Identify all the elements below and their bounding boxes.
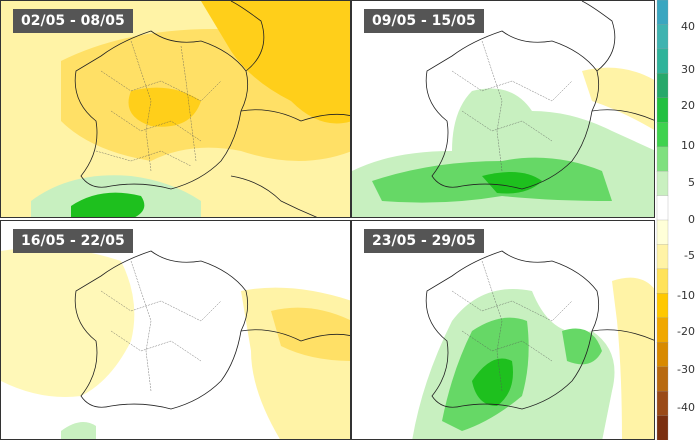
dry-mid-zone xyxy=(271,307,350,361)
country-borders xyxy=(425,1,654,190)
legend-color-bar xyxy=(656,0,669,441)
legend-tick-5: 5 xyxy=(688,176,695,189)
region-borders xyxy=(95,40,222,172)
legend-tick-minus-10: -10 xyxy=(677,289,695,302)
map-2 xyxy=(352,1,654,217)
panel-2-date-label: 09/05 - 15/05 xyxy=(364,9,484,33)
dry-anomaly-zone xyxy=(1,247,135,397)
map-4 xyxy=(352,221,654,439)
wet-mid-zone-2 xyxy=(562,328,602,365)
panel-3-date-label: 16/05 - 22/05 xyxy=(13,229,133,253)
legend-tick-30: 30 xyxy=(681,63,695,76)
country-borders xyxy=(74,250,350,410)
country-borders xyxy=(74,1,350,217)
region-borders xyxy=(451,40,573,172)
map-panel-3: 16/05 - 22/05 xyxy=(0,220,351,440)
map-3 xyxy=(1,221,350,439)
legend-tick-40: 40 xyxy=(681,20,695,33)
map-1 xyxy=(1,1,350,217)
strong-dry-zone xyxy=(201,1,350,124)
legend-tick-minus-20: -20 xyxy=(677,325,695,338)
map-panel-2: 09/05 - 15/05 xyxy=(351,0,655,218)
legend-tick-minus-40: -40 xyxy=(677,401,695,414)
dry-anomaly-zone xyxy=(582,67,654,130)
panel-1-date-label: 02/05 - 08/05 xyxy=(13,9,133,33)
wet-anomaly-zone xyxy=(61,422,96,439)
dry-anomaly-zone xyxy=(612,277,654,439)
region-borders xyxy=(451,260,573,392)
wet-core-zone xyxy=(482,172,542,194)
legend-tick-0: 0 xyxy=(688,213,695,226)
legend-swatch-17 xyxy=(656,415,669,441)
country-borders xyxy=(425,250,654,410)
region-borders xyxy=(100,260,222,392)
legend-tick-minus-30: -30 xyxy=(677,363,695,376)
panel-4-date-label: 23/05 - 29/05 xyxy=(364,229,484,253)
legend-swatch-3 xyxy=(656,73,669,99)
wet-core-zone xyxy=(71,192,145,217)
map-panel-4: 23/05 - 29/05 xyxy=(351,220,655,440)
legend-tick-minus-5: -5 xyxy=(684,249,695,262)
legend-tick-10: 10 xyxy=(681,139,695,152)
wet-core-zone xyxy=(472,358,513,406)
legend-tick-20: 20 xyxy=(681,99,695,112)
color-scale-legend: 40 30 20 10 5 0 -5 -10 -20 -30 -40 xyxy=(655,0,700,441)
map-panel-1: 02/05 - 08/05 xyxy=(0,0,351,218)
strong-dry-zone-2 xyxy=(128,87,201,127)
